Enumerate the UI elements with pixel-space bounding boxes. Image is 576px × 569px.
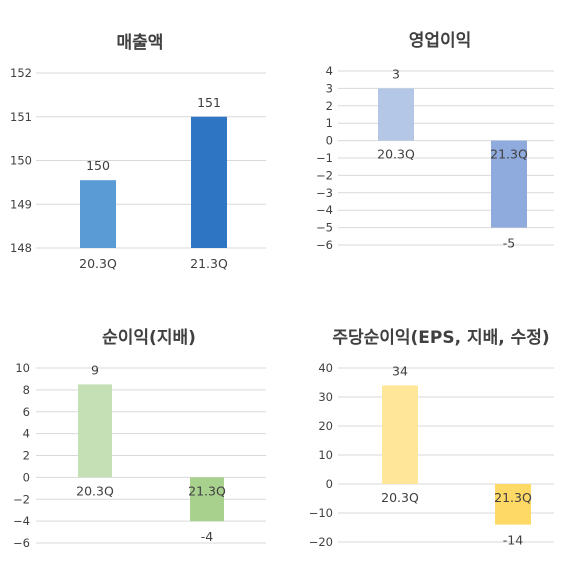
chart-title: 매출액 bbox=[117, 33, 164, 53]
y-tick-label: 40 bbox=[318, 361, 333, 375]
y-tick-label: 148 bbox=[10, 241, 32, 255]
chart-revenue: 매출액 148 149 150 151 152 150 20.3Q 151 21.3Q bbox=[10, 33, 266, 271]
chart-eps: 주당순이익(EPS, 지배, 수정) 40 30 20 10 0 −10 −20 34 20.3Q… bbox=[309, 328, 554, 549]
chart-panel-revenue: 매출액 148 149 150 151 152 150 20.3Q 151 21.3Q bbox=[0, 0, 288, 284]
bar bbox=[190, 477, 224, 522]
chart-title: 순이익(지배) bbox=[102, 328, 196, 348]
bar bbox=[80, 180, 116, 248]
y-tick-label: 1 bbox=[326, 116, 333, 130]
y-tick-label: −4 bbox=[13, 514, 30, 528]
category-label: 21.3Q bbox=[494, 490, 532, 505]
y-tick-label: 149 bbox=[10, 197, 32, 211]
y-tick-label: 0 bbox=[326, 134, 333, 148]
y-tick-label: −20 bbox=[309, 535, 333, 549]
data-label: -4 bbox=[201, 529, 214, 544]
y-tick-label: 151 bbox=[10, 110, 32, 124]
y-tick-label: −1 bbox=[316, 151, 333, 165]
category-label: 21.3Q bbox=[188, 483, 226, 498]
category-label: 21.3Q bbox=[190, 256, 228, 271]
y-tick-label: 20 bbox=[318, 419, 333, 433]
bar bbox=[378, 88, 414, 141]
y-tick-label: 2 bbox=[23, 449, 30, 463]
y-tick-label: −6 bbox=[13, 536, 30, 550]
bar bbox=[78, 384, 112, 478]
data-label: 3 bbox=[392, 66, 400, 81]
y-tick-label: 0 bbox=[23, 470, 30, 484]
data-label: 150 bbox=[86, 158, 110, 173]
y-tick-label: 6 bbox=[23, 405, 30, 419]
y-tick-label: 0 bbox=[326, 477, 333, 491]
y-tick-label: 152 bbox=[10, 66, 32, 80]
y-tick-label: 2 bbox=[326, 99, 333, 113]
chart-net-income: 순이익(지배) 10 8 6 4 2 0 −2 −4 −6 9 20.3Q -4 21.3Q bbox=[13, 328, 266, 550]
data-label: 151 bbox=[197, 95, 221, 110]
y-tick-label: −10 bbox=[309, 506, 333, 520]
chart-panel-net-income: 순이익(지배) 10 8 6 4 2 0 −2 −4 −6 9 20.3Q -4 21.3Q bbox=[0, 296, 288, 569]
y-tick-label: 30 bbox=[318, 390, 333, 404]
chart-title: 주당순이익(EPS, 지배, 수정) bbox=[332, 328, 549, 348]
chart-operating-profit: 영업이익 4 3 2 1 0 −1 −2 −3 −4 −5 −6 3 20.3Q -5 21.3Q bbox=[316, 31, 554, 252]
y-tick-label: −2 bbox=[13, 492, 30, 506]
category-label: 20.3Q bbox=[381, 490, 419, 505]
y-tick-label: −2 bbox=[316, 168, 333, 182]
bar bbox=[382, 385, 418, 484]
y-tick-label: 10 bbox=[15, 361, 30, 375]
y-tick-label: −4 bbox=[316, 203, 333, 217]
chart-title: 영업이익 bbox=[409, 31, 472, 51]
category-label: 20.3Q bbox=[79, 256, 117, 271]
category-label: 20.3Q bbox=[76, 483, 114, 498]
y-tick-label: 4 bbox=[23, 427, 30, 441]
chart-panel-eps: 주당순이익(EPS, 지배, 수정) 40 30 20 10 0 −10 −20 34 20.3Q… bbox=[288, 296, 576, 569]
y-tick-label: 3 bbox=[326, 81, 333, 95]
chart-panel-operating-profit: 영업이익 4 3 2 1 0 −1 −2 −3 −4 −5 −6 3 20.3Q -5 21.3Q bbox=[288, 0, 576, 284]
y-tick-label: −6 bbox=[316, 238, 333, 252]
data-label: 9 bbox=[91, 362, 99, 377]
category-label: 21.3Q bbox=[490, 147, 528, 162]
bar bbox=[495, 484, 531, 525]
y-tick-label: 8 bbox=[23, 383, 30, 397]
data-label: 34 bbox=[392, 363, 408, 378]
y-tick-label: 150 bbox=[10, 154, 32, 168]
data-label: -14 bbox=[503, 533, 523, 548]
y-tick-label: −5 bbox=[316, 221, 333, 235]
bar bbox=[491, 140, 527, 228]
category-label: 20.3Q bbox=[377, 147, 415, 162]
data-label: -5 bbox=[503, 236, 515, 251]
y-tick-label: 4 bbox=[326, 64, 333, 78]
y-tick-label: −3 bbox=[316, 186, 333, 200]
bar bbox=[191, 116, 227, 248]
y-tick-label: 10 bbox=[318, 448, 333, 462]
